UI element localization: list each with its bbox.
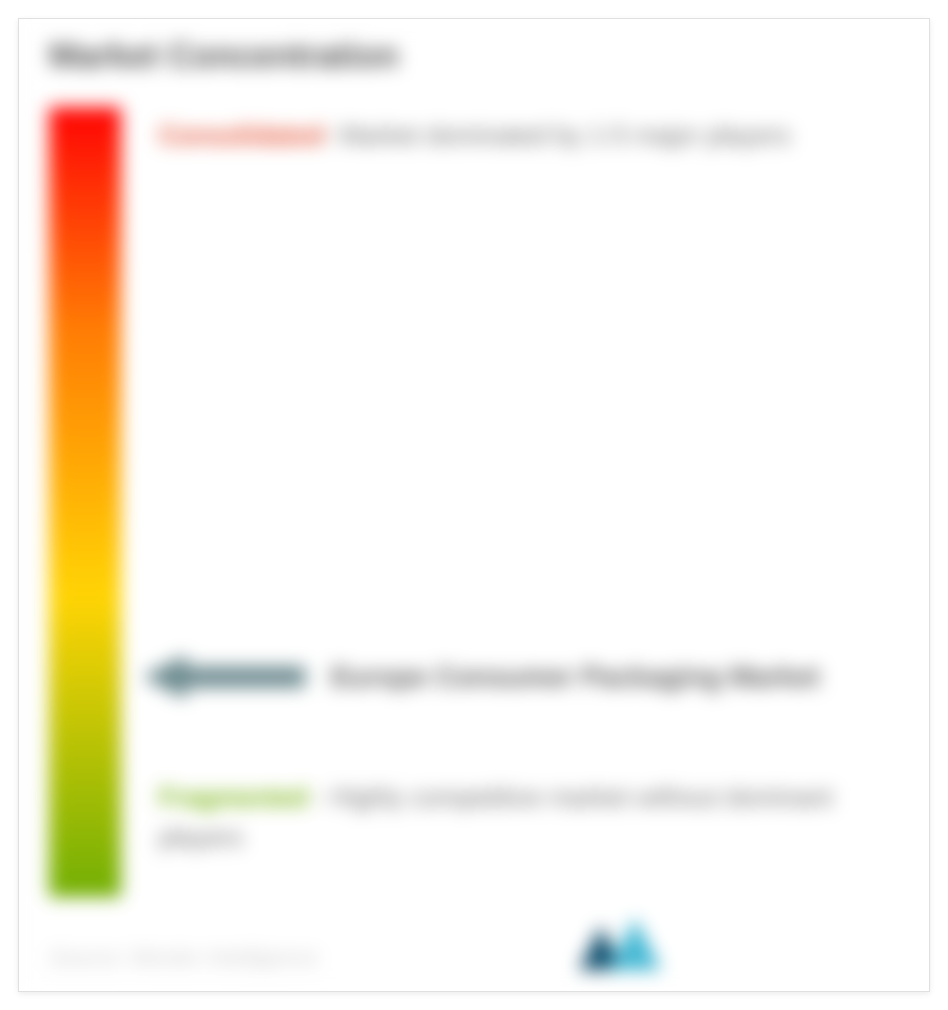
concentration-scale <box>49 107 121 897</box>
market-pointer-label: Europe Consumer Packaging Market <box>331 661 820 693</box>
consolidated-rest: - Market dominated by 1-5 major players <box>324 120 791 150</box>
fragmented-lead: Fragmented <box>159 782 308 812</box>
scale-gradient <box>49 107 121 897</box>
logo-icon <box>579 918 669 970</box>
card: Market Concentration Consolidated- Marke… <box>18 18 930 992</box>
arrow-left-icon <box>145 655 305 699</box>
consolidated-text: Consolidated- Market dominated by 1-5 ma… <box>159 115 899 155</box>
fragmented-text: Fragmented - Highly competitive market w… <box>159 777 899 858</box>
source-text: Source: Mordor Intelligence <box>49 945 318 971</box>
chart-title: Market Concentration <box>49 37 399 76</box>
brand-logo <box>579 918 669 975</box>
consolidated-lead: Consolidated <box>159 120 324 150</box>
market-pointer: Europe Consumer Packaging Market <box>145 655 820 699</box>
